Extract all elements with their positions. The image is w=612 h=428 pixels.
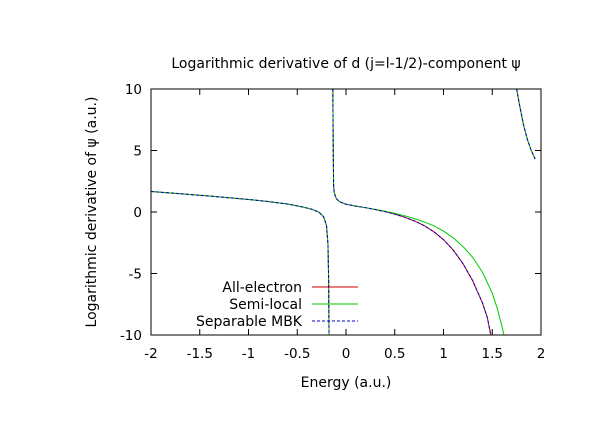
x-axis-label: Energy (a.u.) [301,375,392,391]
series-layer [150,88,536,336]
series-line-semi-local [150,190,330,336]
x-tick-label: 0 [342,346,351,362]
y-tick-label: -10 [120,328,142,344]
series-line-separable-mbk [516,88,536,160]
chart-title: Logarithmic derivative of d (j=l-1/2)-co… [171,56,520,72]
legend-label: Separable MBK [196,314,303,330]
series-line-semi-local [516,88,536,160]
y-tick-label: -5 [129,267,142,283]
y-tick-label: 10 [125,82,142,98]
y-tick-label: 0 [133,205,142,221]
series-line-all-electron [332,88,492,336]
y-axis-label: Logarithmic derivative of ψ (a.u.) [84,97,100,328]
x-tick-label: 2 [537,346,546,362]
legend-label: All-electron [222,280,302,296]
legend-label: Semi-local [229,297,302,313]
x-tick-label: 1.5 [482,346,503,362]
ticks-layer: -2 -1.5 -1 -0.5 0 0.5 1 1.5 2 -10 -5 0 5 10 [120,82,545,362]
plot-frame [150,88,542,336]
y-tick-label: 5 [133,144,142,160]
x-tick-label: 0.5 [384,346,405,362]
x-tick-label: -1.5 [187,346,213,362]
series-line-separable-mbk [332,88,492,336]
x-tick-label: 1 [439,346,448,362]
series-line-all-electron [516,88,536,160]
series-line-semi-local [332,88,505,336]
x-tick-label: -0.5 [284,346,310,362]
x-tick-label: -2 [144,346,157,362]
x-tick-label: -1 [242,346,255,362]
